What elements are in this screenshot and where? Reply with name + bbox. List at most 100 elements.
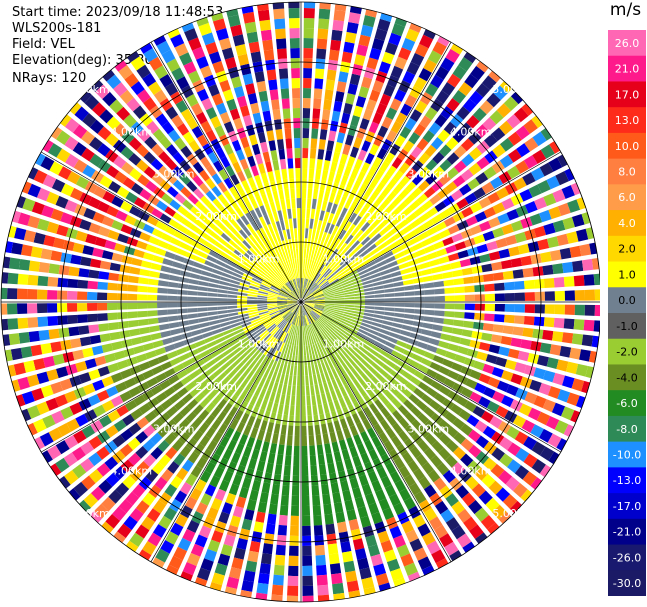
velocity-cell <box>374 302 385 306</box>
velocity-cell <box>249 315 260 321</box>
velocity-cell <box>349 6 362 15</box>
velocity-cell <box>509 500 522 514</box>
velocity-cell <box>348 342 359 352</box>
velocity-cell <box>322 286 332 293</box>
velocity-cell <box>303 290 310 299</box>
velocity-cell <box>194 256 206 264</box>
velocity-cell <box>319 129 328 140</box>
velocity-cell <box>262 39 274 51</box>
velocity-cell <box>234 361 245 372</box>
velocity-cell <box>241 518 253 531</box>
velocity-cell <box>214 241 225 251</box>
velocity-cell <box>352 455 362 468</box>
velocity-cell <box>373 423 384 435</box>
velocity-cell <box>246 436 256 448</box>
velocity-cell <box>88 269 100 279</box>
velocity-cell <box>68 488 81 501</box>
velocity-cell <box>342 144 351 156</box>
velocity-cell <box>254 470 264 482</box>
velocity-cell <box>181 459 194 472</box>
velocity-cell <box>96 462 111 477</box>
velocity-cell <box>354 305 365 309</box>
velocity-cell <box>320 474 328 485</box>
velocity-cell <box>303 304 311 313</box>
velocity-cell <box>160 399 173 411</box>
velocity-cell <box>335 377 343 388</box>
velocity-cell <box>258 377 267 388</box>
velocity-cell <box>264 389 272 401</box>
velocity-cell <box>42 174 57 189</box>
velocity-cell <box>277 303 288 306</box>
velocity-cell <box>227 66 240 79</box>
velocity-cell <box>308 178 314 189</box>
velocity-cell <box>457 249 469 259</box>
velocity-cell <box>66 171 81 185</box>
velocity-cell <box>43 234 56 247</box>
velocity-cell <box>247 304 258 308</box>
velocity-cell <box>594 289 600 301</box>
colorbar-swatch <box>608 81 646 108</box>
velocity-cell <box>316 394 322 405</box>
velocity-cell <box>371 233 382 243</box>
velocity-cell <box>147 194 160 206</box>
velocity-cell <box>514 292 525 301</box>
velocity-cell <box>147 286 158 294</box>
velocity-cell <box>215 102 227 115</box>
velocity-cell <box>411 353 423 363</box>
velocity-cell <box>320 372 327 384</box>
velocity-cell <box>322 311 332 318</box>
velocity-cell <box>298 288 301 299</box>
velocity-cell <box>266 130 275 142</box>
velocity-cell <box>397 235 409 245</box>
velocity-cell <box>362 279 373 286</box>
velocity-cell <box>47 276 59 287</box>
velocity-cell <box>301 345 304 356</box>
velocity-cell <box>229 318 240 325</box>
velocity-cell <box>350 146 360 158</box>
velocity-cell <box>474 467 489 481</box>
velocity-cell <box>124 214 137 226</box>
velocity-cell <box>248 311 259 316</box>
velocity-cell <box>298 248 301 259</box>
velocity-cell <box>140 334 152 343</box>
velocity-cell <box>239 337 249 345</box>
velocity-cell <box>51 126 63 140</box>
velocity-cell <box>122 413 135 427</box>
velocity-cell <box>290 345 294 356</box>
velocity-cell <box>348 381 357 392</box>
velocity-cell <box>401 520 415 534</box>
velocity-cell <box>127 302 138 310</box>
velocity-cell <box>139 326 151 335</box>
velocity-cell <box>335 227 343 238</box>
velocity-cell <box>63 452 78 467</box>
velocity-cell <box>267 303 278 306</box>
velocity-cell <box>455 484 470 499</box>
velocity-cell <box>305 279 310 289</box>
velocity-cell <box>229 108 241 121</box>
velocity-cell <box>161 193 174 205</box>
velocity-cell <box>501 395 514 408</box>
velocity-cell <box>88 435 103 450</box>
velocity-cell <box>80 130 96 145</box>
velocity-cell <box>27 289 38 300</box>
velocity-cell <box>546 175 560 190</box>
velocity-cell <box>237 292 248 296</box>
velocity-cell <box>177 205 189 217</box>
velocity-cell <box>230 275 242 282</box>
velocity-cell <box>101 250 114 260</box>
velocity-cell <box>321 313 332 319</box>
velocity-cell <box>275 200 281 211</box>
velocity-cell <box>279 290 289 296</box>
velocity-cell <box>155 548 170 563</box>
velocity-cell <box>219 435 230 448</box>
velocity-cell <box>437 36 450 47</box>
velocity-cell <box>69 375 82 388</box>
velocity-cell <box>301 198 306 209</box>
velocity-cell <box>304 238 308 249</box>
velocity-cell <box>215 147 226 160</box>
velocity-cell <box>490 431 505 445</box>
velocity-cell <box>259 266 269 274</box>
velocity-cell <box>354 364 364 375</box>
velocity-cell <box>463 516 478 531</box>
velocity-cell <box>400 103 413 117</box>
